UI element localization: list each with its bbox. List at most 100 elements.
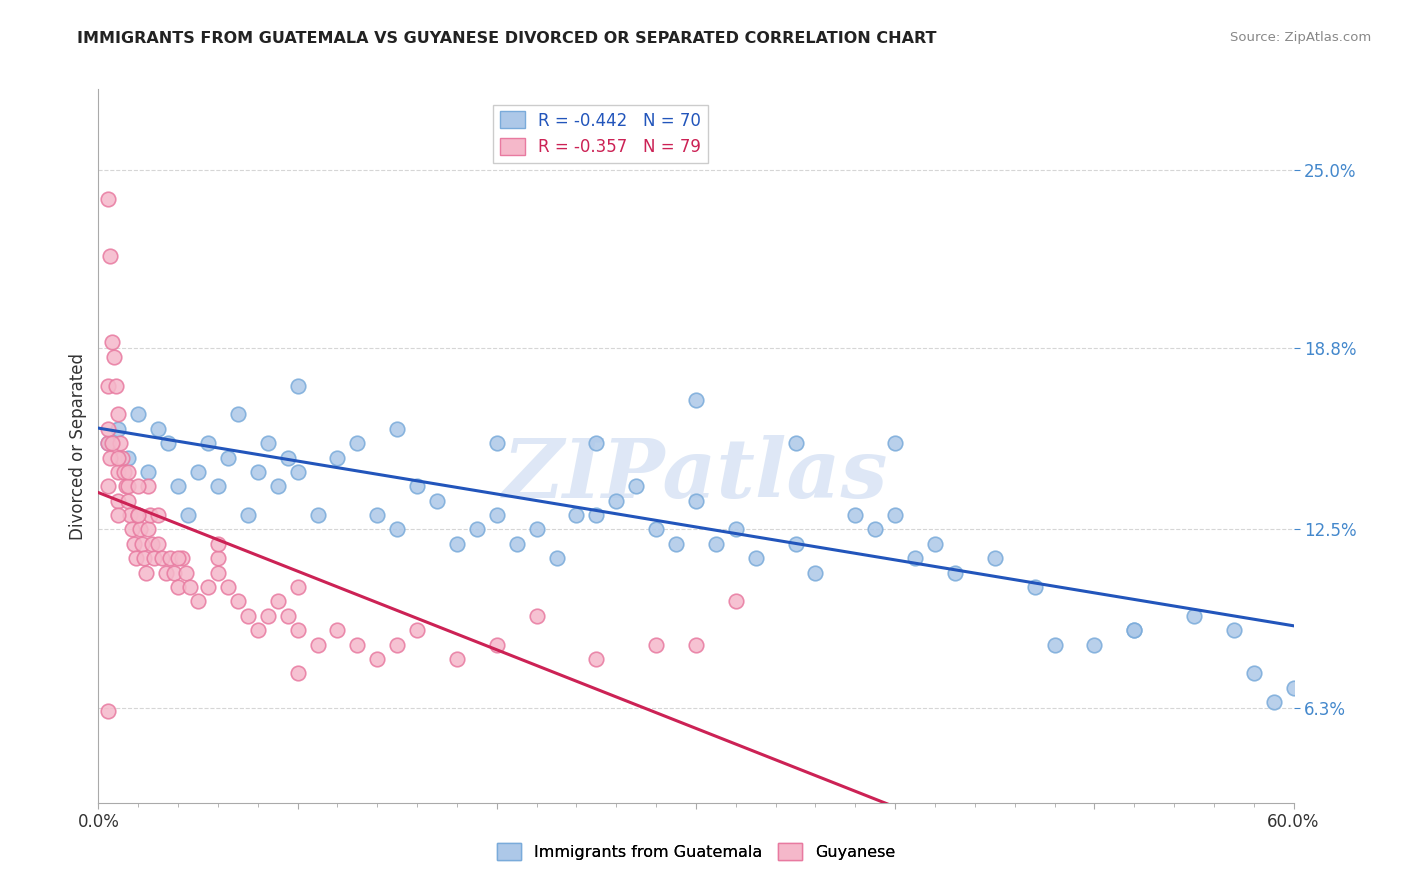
Point bbox=[346, 638, 368, 652]
Point bbox=[120, 508, 142, 522]
Point bbox=[97, 436, 120, 450]
Point bbox=[645, 523, 668, 537]
Point bbox=[526, 608, 548, 623]
Point bbox=[1123, 623, 1146, 637]
Point bbox=[107, 450, 129, 465]
Point bbox=[287, 378, 309, 392]
Point bbox=[167, 580, 190, 594]
Point bbox=[97, 704, 120, 718]
Point bbox=[97, 192, 120, 206]
Point bbox=[1182, 608, 1205, 623]
Point bbox=[107, 508, 129, 522]
Point bbox=[287, 465, 309, 479]
Point bbox=[1024, 580, 1046, 594]
Point bbox=[177, 508, 200, 522]
Point bbox=[546, 551, 568, 566]
Point bbox=[111, 450, 134, 465]
Point bbox=[148, 537, 170, 551]
Point bbox=[134, 551, 156, 566]
Point bbox=[256, 436, 278, 450]
Point bbox=[485, 436, 508, 450]
Point bbox=[287, 666, 309, 681]
Point bbox=[277, 608, 299, 623]
Point bbox=[385, 422, 409, 436]
Point bbox=[645, 638, 668, 652]
Point bbox=[246, 623, 269, 637]
Point bbox=[585, 508, 607, 522]
Point bbox=[626, 479, 648, 493]
Point bbox=[121, 523, 143, 537]
Point bbox=[446, 652, 468, 666]
Point bbox=[446, 537, 468, 551]
Point bbox=[307, 508, 329, 522]
Point bbox=[724, 523, 747, 537]
Point bbox=[1043, 638, 1066, 652]
Point bbox=[139, 508, 162, 522]
Point bbox=[685, 493, 707, 508]
Point bbox=[136, 479, 159, 493]
Point bbox=[326, 450, 349, 465]
Point bbox=[246, 465, 269, 479]
Point bbox=[117, 465, 139, 479]
Point bbox=[98, 450, 122, 465]
Point bbox=[197, 436, 219, 450]
Point bbox=[150, 551, 173, 566]
Point bbox=[97, 378, 120, 392]
Point bbox=[465, 523, 488, 537]
Point bbox=[136, 523, 159, 537]
Point bbox=[117, 450, 139, 465]
Point bbox=[226, 594, 249, 608]
Point bbox=[565, 508, 588, 522]
Point bbox=[745, 551, 768, 566]
Point bbox=[207, 551, 229, 566]
Point bbox=[406, 479, 429, 493]
Point bbox=[97, 436, 120, 450]
Point bbox=[605, 493, 627, 508]
Point bbox=[984, 551, 1007, 566]
Point bbox=[207, 566, 229, 580]
Point bbox=[117, 479, 139, 493]
Point bbox=[526, 523, 548, 537]
Point bbox=[129, 523, 152, 537]
Point bbox=[1123, 623, 1146, 637]
Legend: Immigrants from Guatemala, Guyanese: Immigrants from Guatemala, Guyanese bbox=[491, 837, 901, 866]
Point bbox=[207, 537, 229, 551]
Point bbox=[197, 580, 219, 594]
Point bbox=[127, 508, 149, 522]
Point bbox=[157, 436, 180, 450]
Point bbox=[127, 508, 149, 522]
Point bbox=[98, 249, 122, 263]
Point bbox=[685, 638, 707, 652]
Point bbox=[107, 408, 129, 422]
Point bbox=[167, 479, 190, 493]
Point bbox=[346, 436, 368, 450]
Point bbox=[217, 580, 239, 594]
Text: IMMIGRANTS FROM GUATEMALA VS GUYANESE DIVORCED OR SEPARATED CORRELATION CHART: IMMIGRANTS FROM GUATEMALA VS GUYANESE DI… bbox=[77, 31, 936, 46]
Point bbox=[785, 537, 807, 551]
Point bbox=[1243, 666, 1265, 681]
Point bbox=[135, 566, 157, 580]
Point bbox=[187, 594, 209, 608]
Point bbox=[267, 479, 290, 493]
Point bbox=[174, 566, 197, 580]
Point bbox=[226, 408, 249, 422]
Point bbox=[785, 436, 807, 450]
Point bbox=[101, 436, 124, 450]
Point bbox=[110, 436, 132, 450]
Point bbox=[844, 508, 866, 522]
Point bbox=[1083, 638, 1105, 652]
Point bbox=[385, 638, 409, 652]
Point bbox=[426, 493, 449, 508]
Point bbox=[107, 493, 129, 508]
Point bbox=[1263, 695, 1285, 709]
Point bbox=[103, 350, 125, 364]
Point bbox=[136, 465, 159, 479]
Point bbox=[207, 479, 229, 493]
Point bbox=[575, 148, 598, 162]
Point bbox=[112, 465, 135, 479]
Point bbox=[127, 479, 149, 493]
Point bbox=[704, 537, 727, 551]
Point bbox=[485, 638, 508, 652]
Point bbox=[724, 594, 747, 608]
Point bbox=[117, 493, 139, 508]
